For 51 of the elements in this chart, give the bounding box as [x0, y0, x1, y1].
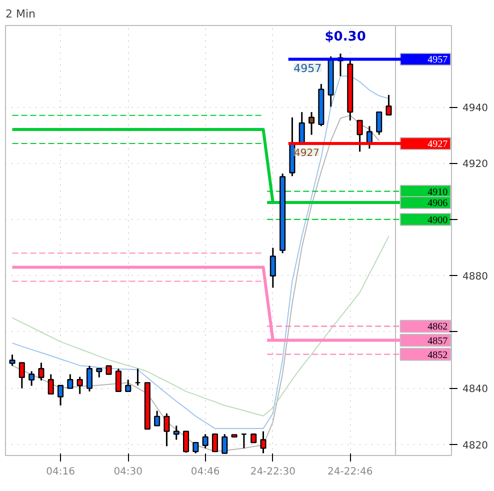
candlestick [18, 362, 25, 390]
x-tick-label: 04:30 [114, 466, 143, 478]
candlestick [298, 111, 305, 144]
ref-line-label: 4900 [428, 214, 448, 226]
candlestick [125, 378, 132, 392]
candlestick [86, 365, 92, 392]
ref-line-label: 4862 [428, 322, 448, 333]
candlestick [240, 433, 247, 449]
candlestick [76, 376, 83, 395]
candlestick [260, 430, 266, 454]
ref-line-label: 4957 [428, 54, 448, 66]
ref-line-label: 4906 [428, 198, 448, 210]
ref-line-label: 4927 [428, 139, 448, 150]
candlestick [212, 434, 218, 452]
candlestick [183, 430, 190, 454]
annotation: $0.30 [324, 30, 366, 44]
candlestick [270, 247, 276, 288]
x-tick-label: 04:16 [46, 466, 75, 478]
candlestick [115, 368, 122, 392]
y-tick-label: 4840 [462, 384, 488, 396]
candlestick [134, 368, 141, 386]
ref-line-label: 4910 [428, 186, 448, 198]
line-series [12, 236, 390, 416]
line-series [12, 76, 390, 430]
candlestick [308, 111, 315, 136]
candlestick [28, 370, 35, 387]
candlestick [67, 374, 74, 390]
candlestick [154, 410, 160, 426]
candlestick [192, 442, 199, 454]
candlestick [38, 362, 44, 382]
line-series [12, 114, 380, 452]
y-tick-label: 4820 [462, 440, 488, 452]
candlestick [9, 354, 16, 367]
x-tick-label: 04:46 [190, 466, 220, 478]
y-tick-label: 4940 [462, 103, 488, 114]
candlestick [58, 384, 64, 406]
candlestick [164, 412, 170, 447]
candlestick [202, 433, 208, 449]
annotation: 4957 [294, 62, 322, 76]
ref-line-label: 4852 [428, 350, 448, 361]
candlestick [48, 374, 54, 395]
candlestick [173, 424, 180, 441]
candlestick [222, 433, 228, 454]
chart-title: 2 Min [6, 8, 36, 20]
ref-line-label: 4857 [428, 336, 448, 347]
x-tick-label: 24-22:46 [328, 466, 373, 478]
x-tick-label: 24-22:30 [250, 466, 296, 478]
candlestick [376, 111, 382, 136]
y-tick-label: 4920 [462, 159, 488, 170]
candlestick [386, 94, 392, 116]
y-tick-label: 4880 [462, 272, 488, 283]
